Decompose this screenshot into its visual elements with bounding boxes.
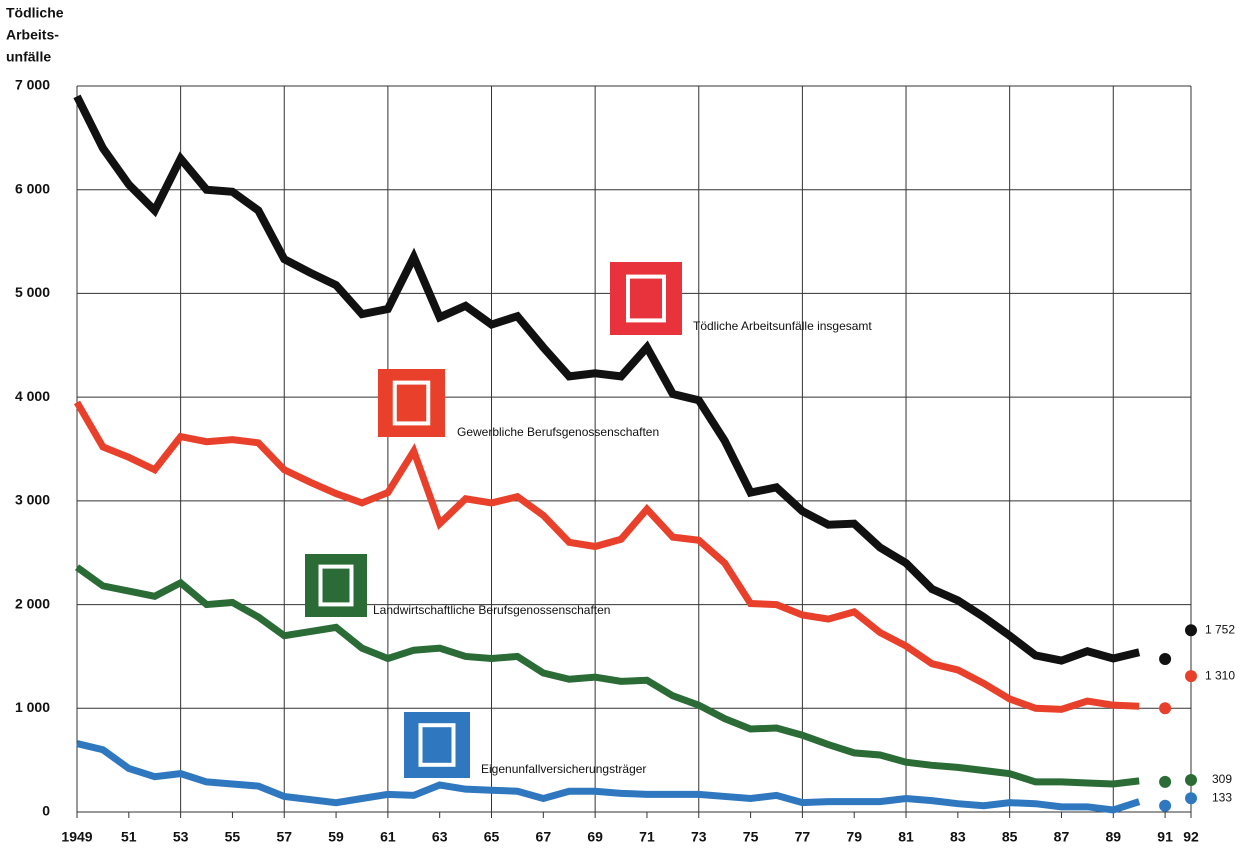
x-tick-label: 92 [1183,829,1199,845]
icon [404,712,470,778]
x-tick-label: 51 [121,829,137,845]
point [1185,773,1197,786]
x-tick-label: 71 [639,829,655,845]
x-tick-label: 63 [432,829,448,845]
x-tick-label: 59 [328,829,344,845]
point [1159,653,1172,666]
x-tick-label: 89 [1105,829,1121,845]
y-tick-label: 7 000 [15,77,50,93]
value-label: 1 752 [1205,622,1235,636]
x-tick-label: 73 [691,829,707,845]
x-tick-label: 83 [950,829,966,845]
point [1185,792,1197,805]
x-tick-label: 1949 [61,829,92,845]
icon [305,554,367,617]
series-label: Eigenunfallversicherungsträger [481,762,646,776]
value-label: 133 [1212,790,1232,804]
y-axis-label: unfälle [6,49,51,65]
y-axis-label: Tödliche [6,5,64,21]
line [76,740,1141,814]
x-tick-label: 65 [484,829,500,845]
icon-glyph [418,723,456,767]
x-tick-label: 87 [1054,829,1070,845]
x-tick-label: 79 [846,829,862,845]
y-axis-label: Arbeits- [6,27,59,43]
series-label: Gewerbliche Berufsgenossenschaften [457,425,659,439]
x-tick-label: 67 [536,829,552,845]
point [1159,775,1172,788]
point [1159,702,1172,715]
icon-glyph [392,380,431,426]
value-label: 309 [1212,772,1232,786]
x-tick-label: 69 [587,829,603,845]
point [1185,624,1197,637]
x-tick-label: 85 [1002,829,1018,845]
x-tick-label: 81 [898,829,914,845]
line [73,94,1141,665]
x-tick-label: 61 [380,829,396,845]
point [1159,799,1172,812]
icon-glyph [318,564,354,607]
y-tick-label: 3 000 [15,492,50,508]
series-label: Landwirtschaftliche Berufsgenossenschaft… [373,603,610,617]
icon-glyph [626,274,666,323]
series-label: Tödliche Arbeitsunfälle insgesamt [693,319,872,333]
line [73,400,1140,713]
x-tick-label: 77 [795,829,811,845]
icon [610,262,682,335]
x-tick-label: 55 [225,829,241,845]
y-tick-label: 2 000 [15,595,50,611]
y-tick-label: 6 000 [15,180,50,196]
x-tick-label: 91 [1157,829,1173,845]
value-label: 1 310 [1205,668,1235,682]
y-tick-label: 5 000 [15,284,50,300]
icon [378,369,445,437]
line [74,564,1140,788]
x-tick-label: 53 [173,829,189,845]
y-tick-label: 1 000 [15,699,50,715]
x-tick-label: 75 [743,829,759,845]
y-tick-label: 0 [42,803,50,819]
x-tick-label: 57 [276,829,292,845]
y-tick-label: 4 000 [15,388,50,404]
point [1185,670,1197,683]
